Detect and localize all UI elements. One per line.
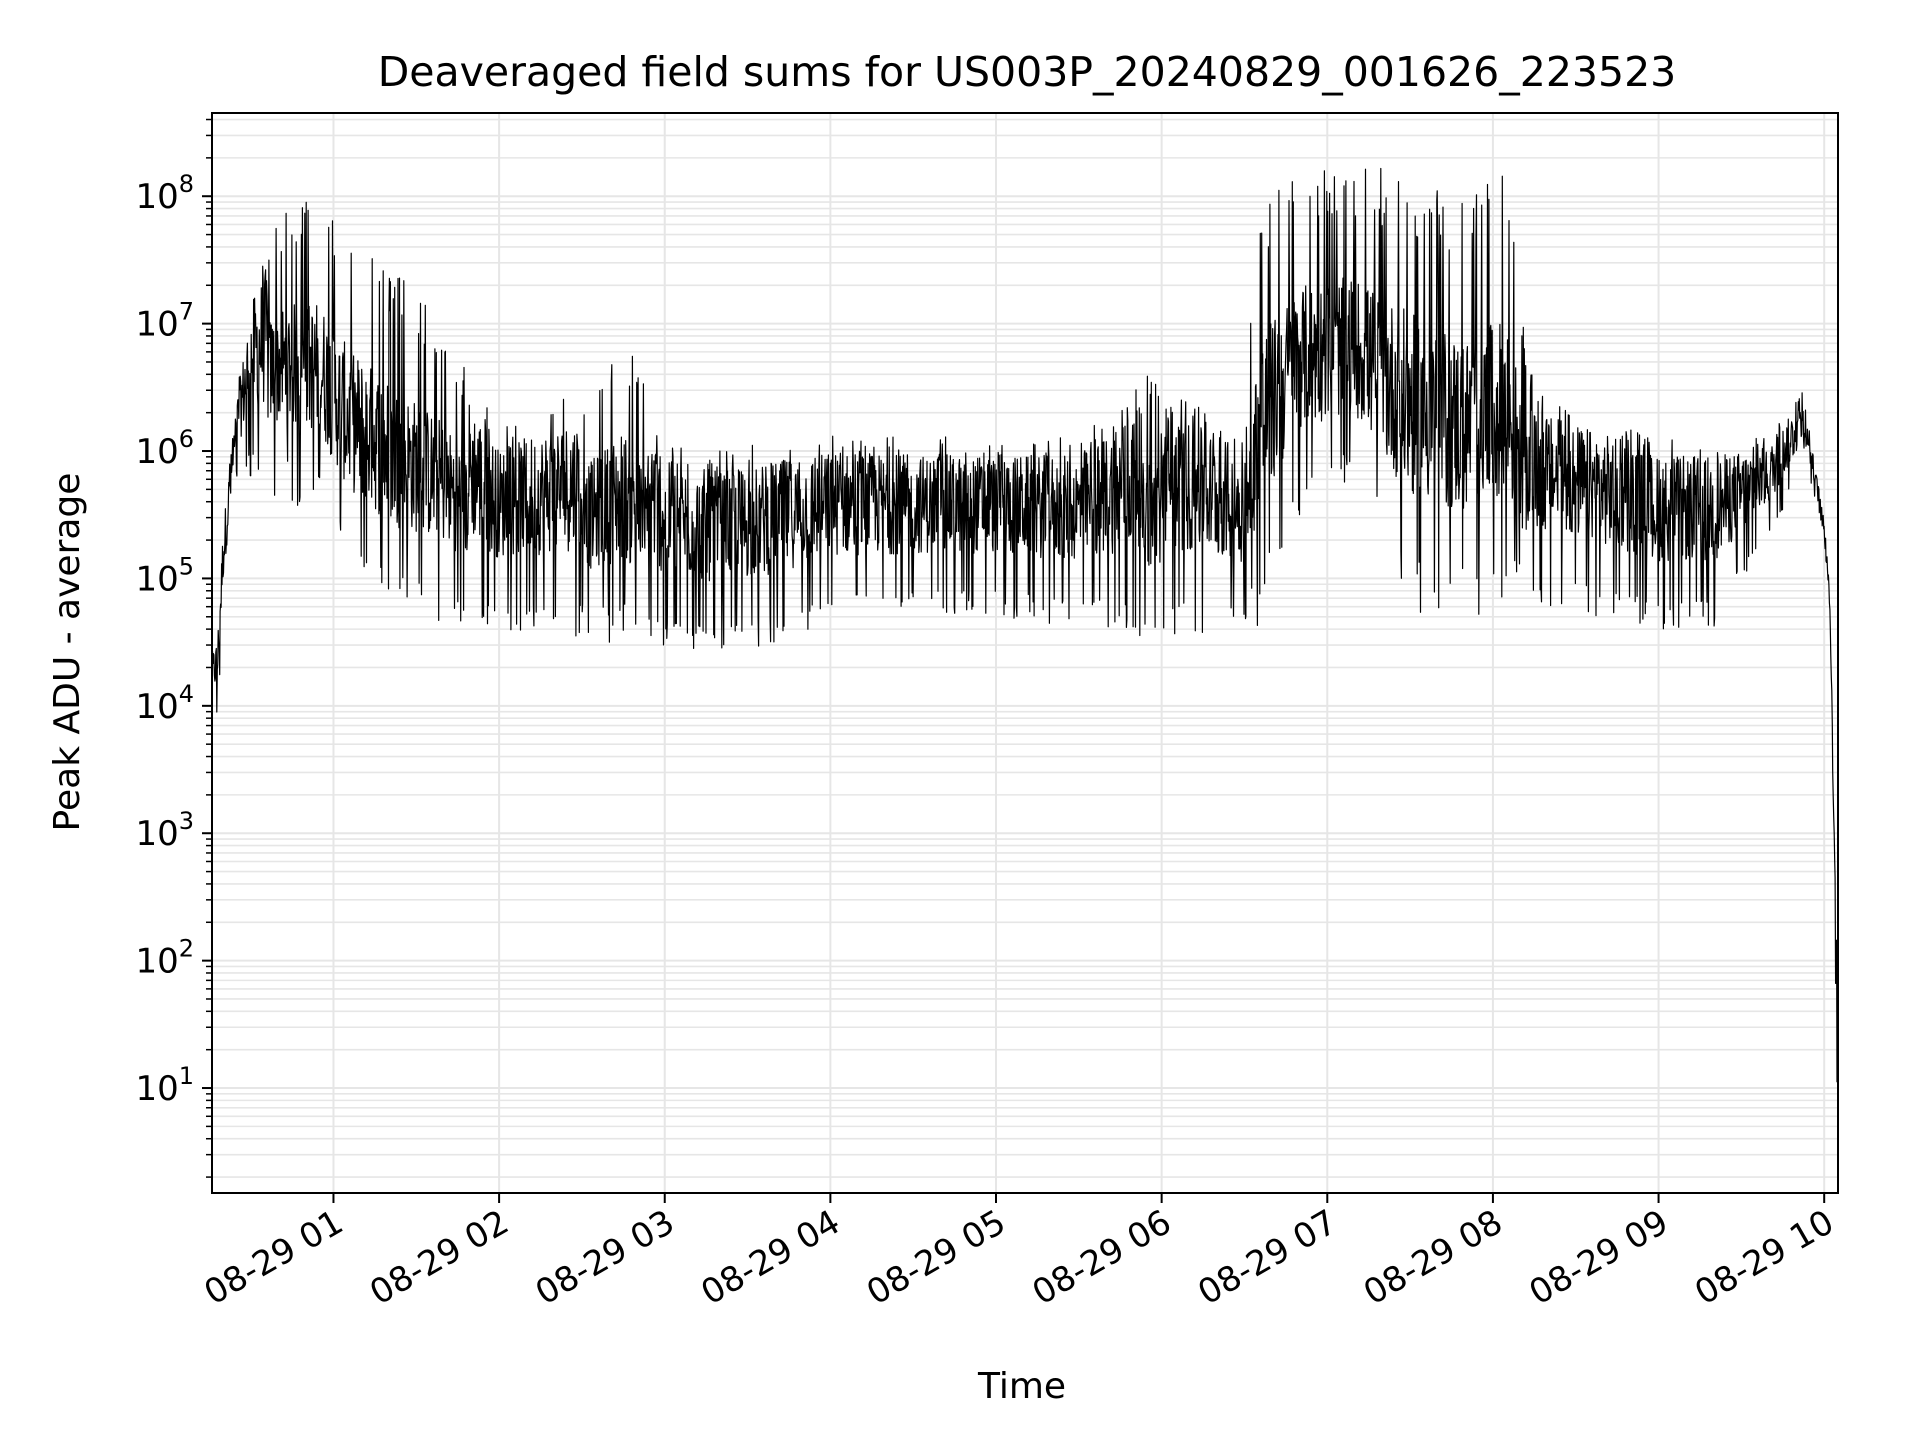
y-tick-exponent: 6	[179, 425, 194, 453]
y-tick-label: 101	[135, 1062, 194, 1109]
y-tick-exponent: 5	[179, 552, 194, 580]
y-tick-base: 10	[135, 814, 178, 854]
y-tick-base: 10	[135, 177, 178, 217]
y-tick-label: 107	[135, 298, 194, 345]
y-axis-label: Peak ADU - average	[47, 473, 88, 832]
y-tick-exponent: 3	[179, 807, 194, 835]
plot-background	[212, 113, 1838, 1193]
y-tick-base: 10	[135, 305, 178, 345]
y-tick-base: 10	[135, 687, 178, 727]
plot-area	[211, 112, 1839, 1194]
y-tick-label: 105	[135, 552, 194, 599]
y-tick-label: 102	[135, 935, 194, 982]
y-tick-base: 10	[135, 942, 178, 982]
y-tick-exponent: 1	[179, 1062, 194, 1090]
y-tick-base: 10	[135, 1069, 178, 1109]
plot-frame	[211, 112, 1839, 1194]
y-tick-exponent: 4	[179, 680, 194, 708]
y-tick-exponent: 8	[179, 170, 194, 198]
y-tick-label: 103	[135, 807, 194, 854]
y-tick-label: 106	[135, 425, 194, 472]
x-axis-label: Time	[977, 1366, 1066, 1407]
y-tick-label: 108	[135, 170, 194, 217]
y-tick-label: 104	[135, 680, 194, 727]
y-tick-base: 10	[135, 432, 178, 472]
chart-title: Deaveraged field sums for US003P_2024082…	[378, 48, 1677, 96]
y-tick-exponent: 7	[179, 298, 194, 326]
y-tick-base: 10	[135, 559, 178, 599]
y-tick-exponent: 2	[179, 935, 194, 963]
grid	[212, 113, 1838, 1193]
series-line	[211, 167, 1839, 1083]
